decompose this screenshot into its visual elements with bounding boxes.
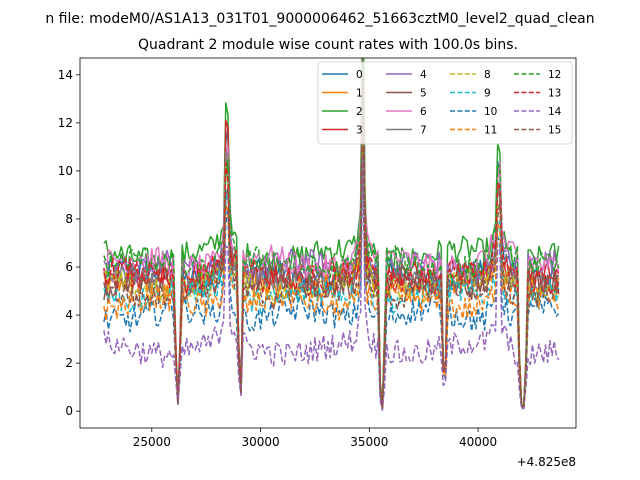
y-axis: 0 2 4 6 8 10 12 14: [58, 68, 80, 418]
series-line-14: [103, 158, 560, 411]
legend-label-6: 6: [420, 106, 427, 118]
chart-title: Quadrant 2 module wise count rates with …: [138, 37, 518, 53]
series-line-9: [103, 95, 560, 410]
y-tick-label: 4: [65, 308, 73, 322]
legend-label-8: 8: [484, 69, 491, 81]
legend-label-2: 2: [356, 106, 363, 118]
x-tick-label: 30000: [241, 435, 279, 449]
legend-label-9: 9: [484, 88, 491, 100]
y-tick-label: 10: [58, 164, 73, 178]
legend-label-0: 0: [356, 69, 363, 81]
y-tick-label: 2: [65, 356, 73, 370]
x-tick-label: 35000: [350, 435, 388, 449]
legend-label-11: 11: [484, 125, 497, 137]
y-tick-label: 12: [58, 116, 73, 130]
y-tick-label: 8: [65, 212, 73, 226]
legend-label-4: 4: [420, 69, 427, 81]
x-axis: 25000 30000 35000 40000: [133, 428, 497, 449]
series-line-15: [103, 77, 560, 410]
x-offset-label: +4.825e8: [517, 455, 576, 469]
legend-label-12: 12: [548, 69, 561, 81]
series-layer: [103, 58, 560, 411]
y-tick-label: 0: [65, 404, 73, 418]
legend-label-14: 14: [548, 106, 562, 118]
legend-label-10: 10: [484, 106, 497, 118]
legend-label-3: 3: [356, 125, 363, 137]
legend-frame: [317, 61, 573, 145]
y-tick-label: 6: [65, 260, 73, 274]
x-tick-label: 25000: [133, 435, 171, 449]
x-tick-label: 40000: [459, 435, 497, 449]
legend-label-1: 1: [356, 88, 363, 100]
legend-label-5: 5: [420, 88, 427, 100]
series-line-11: [103, 111, 560, 410]
y-tick-label: 14: [58, 68, 73, 82]
plot-frame: [79, 57, 577, 429]
legend-label-13: 13: [548, 88, 561, 100]
legend-label-15: 15: [548, 125, 561, 137]
chart-suptitle: n file: modeM0/AS1A13_031T01_9000006462_…: [45, 11, 594, 27]
legend-label-7: 7: [420, 125, 427, 137]
